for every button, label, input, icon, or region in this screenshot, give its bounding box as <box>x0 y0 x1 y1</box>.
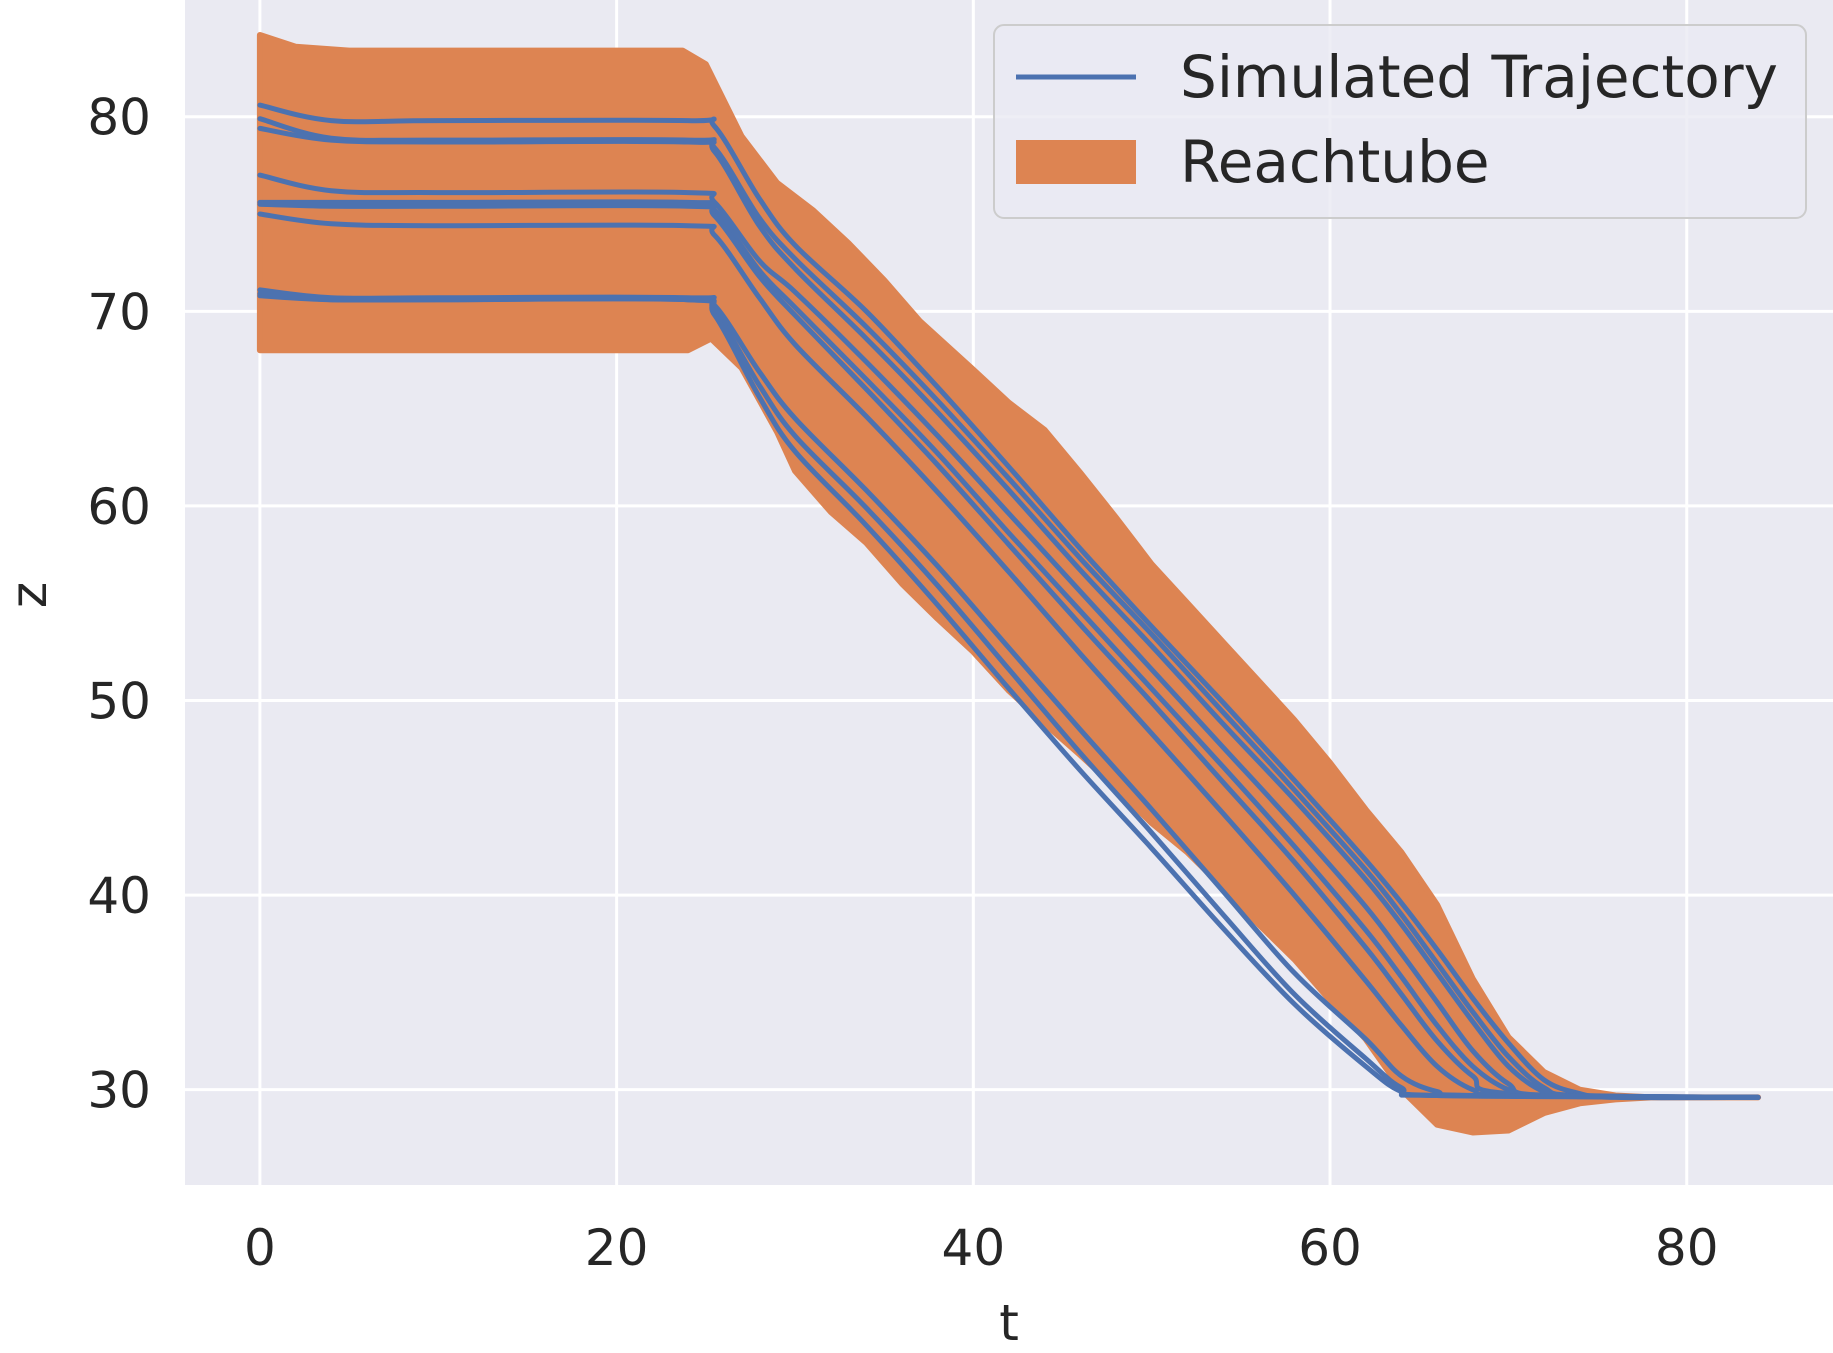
trajectory-line-1 <box>257 102 1761 1101</box>
y-tick-label: 40 <box>87 867 151 925</box>
y-tick-label: 60 <box>87 478 151 536</box>
trajectory-line-6 <box>257 201 1761 1100</box>
y-tick-label: 30 <box>87 1062 151 1120</box>
x-tick-label: 40 <box>942 1219 1006 1277</box>
trajectory-line-5 <box>257 199 1761 1100</box>
legend-reachtube-swatch <box>1016 140 1136 184</box>
y-tick-label: 70 <box>87 283 151 341</box>
legend: Simulated Trajectory Reachtube <box>993 24 1807 219</box>
y-tick-label: 80 <box>87 89 151 147</box>
x-axis-label: t <box>999 1294 1019 1352</box>
trajectory-line-4 <box>257 172 1761 1100</box>
trajectory-line-10 <box>257 293 1761 1100</box>
x-tick-label: 80 <box>1655 1219 1719 1277</box>
y-axis-label: z <box>0 582 58 608</box>
x-tick-label: 0 <box>244 1219 276 1277</box>
x-tick-label: 60 <box>1298 1219 1362 1277</box>
x-tick-label: 20 <box>585 1219 649 1277</box>
legend-box <box>993 24 1807 219</box>
trajectory-line-3 <box>257 125 1761 1100</box>
trajectory-line-7 <box>257 211 1761 1100</box>
tick-labels: 0 20 40 60 80 30 40 50 60 70 80 <box>87 89 1718 1277</box>
y-tick-label: 50 <box>87 672 151 730</box>
legend-label-trajectory: Simulated Trajectory <box>1180 43 1778 111</box>
legend-label-reachtube: Reachtube <box>1180 128 1490 196</box>
trajectory-layer <box>257 102 1761 1101</box>
